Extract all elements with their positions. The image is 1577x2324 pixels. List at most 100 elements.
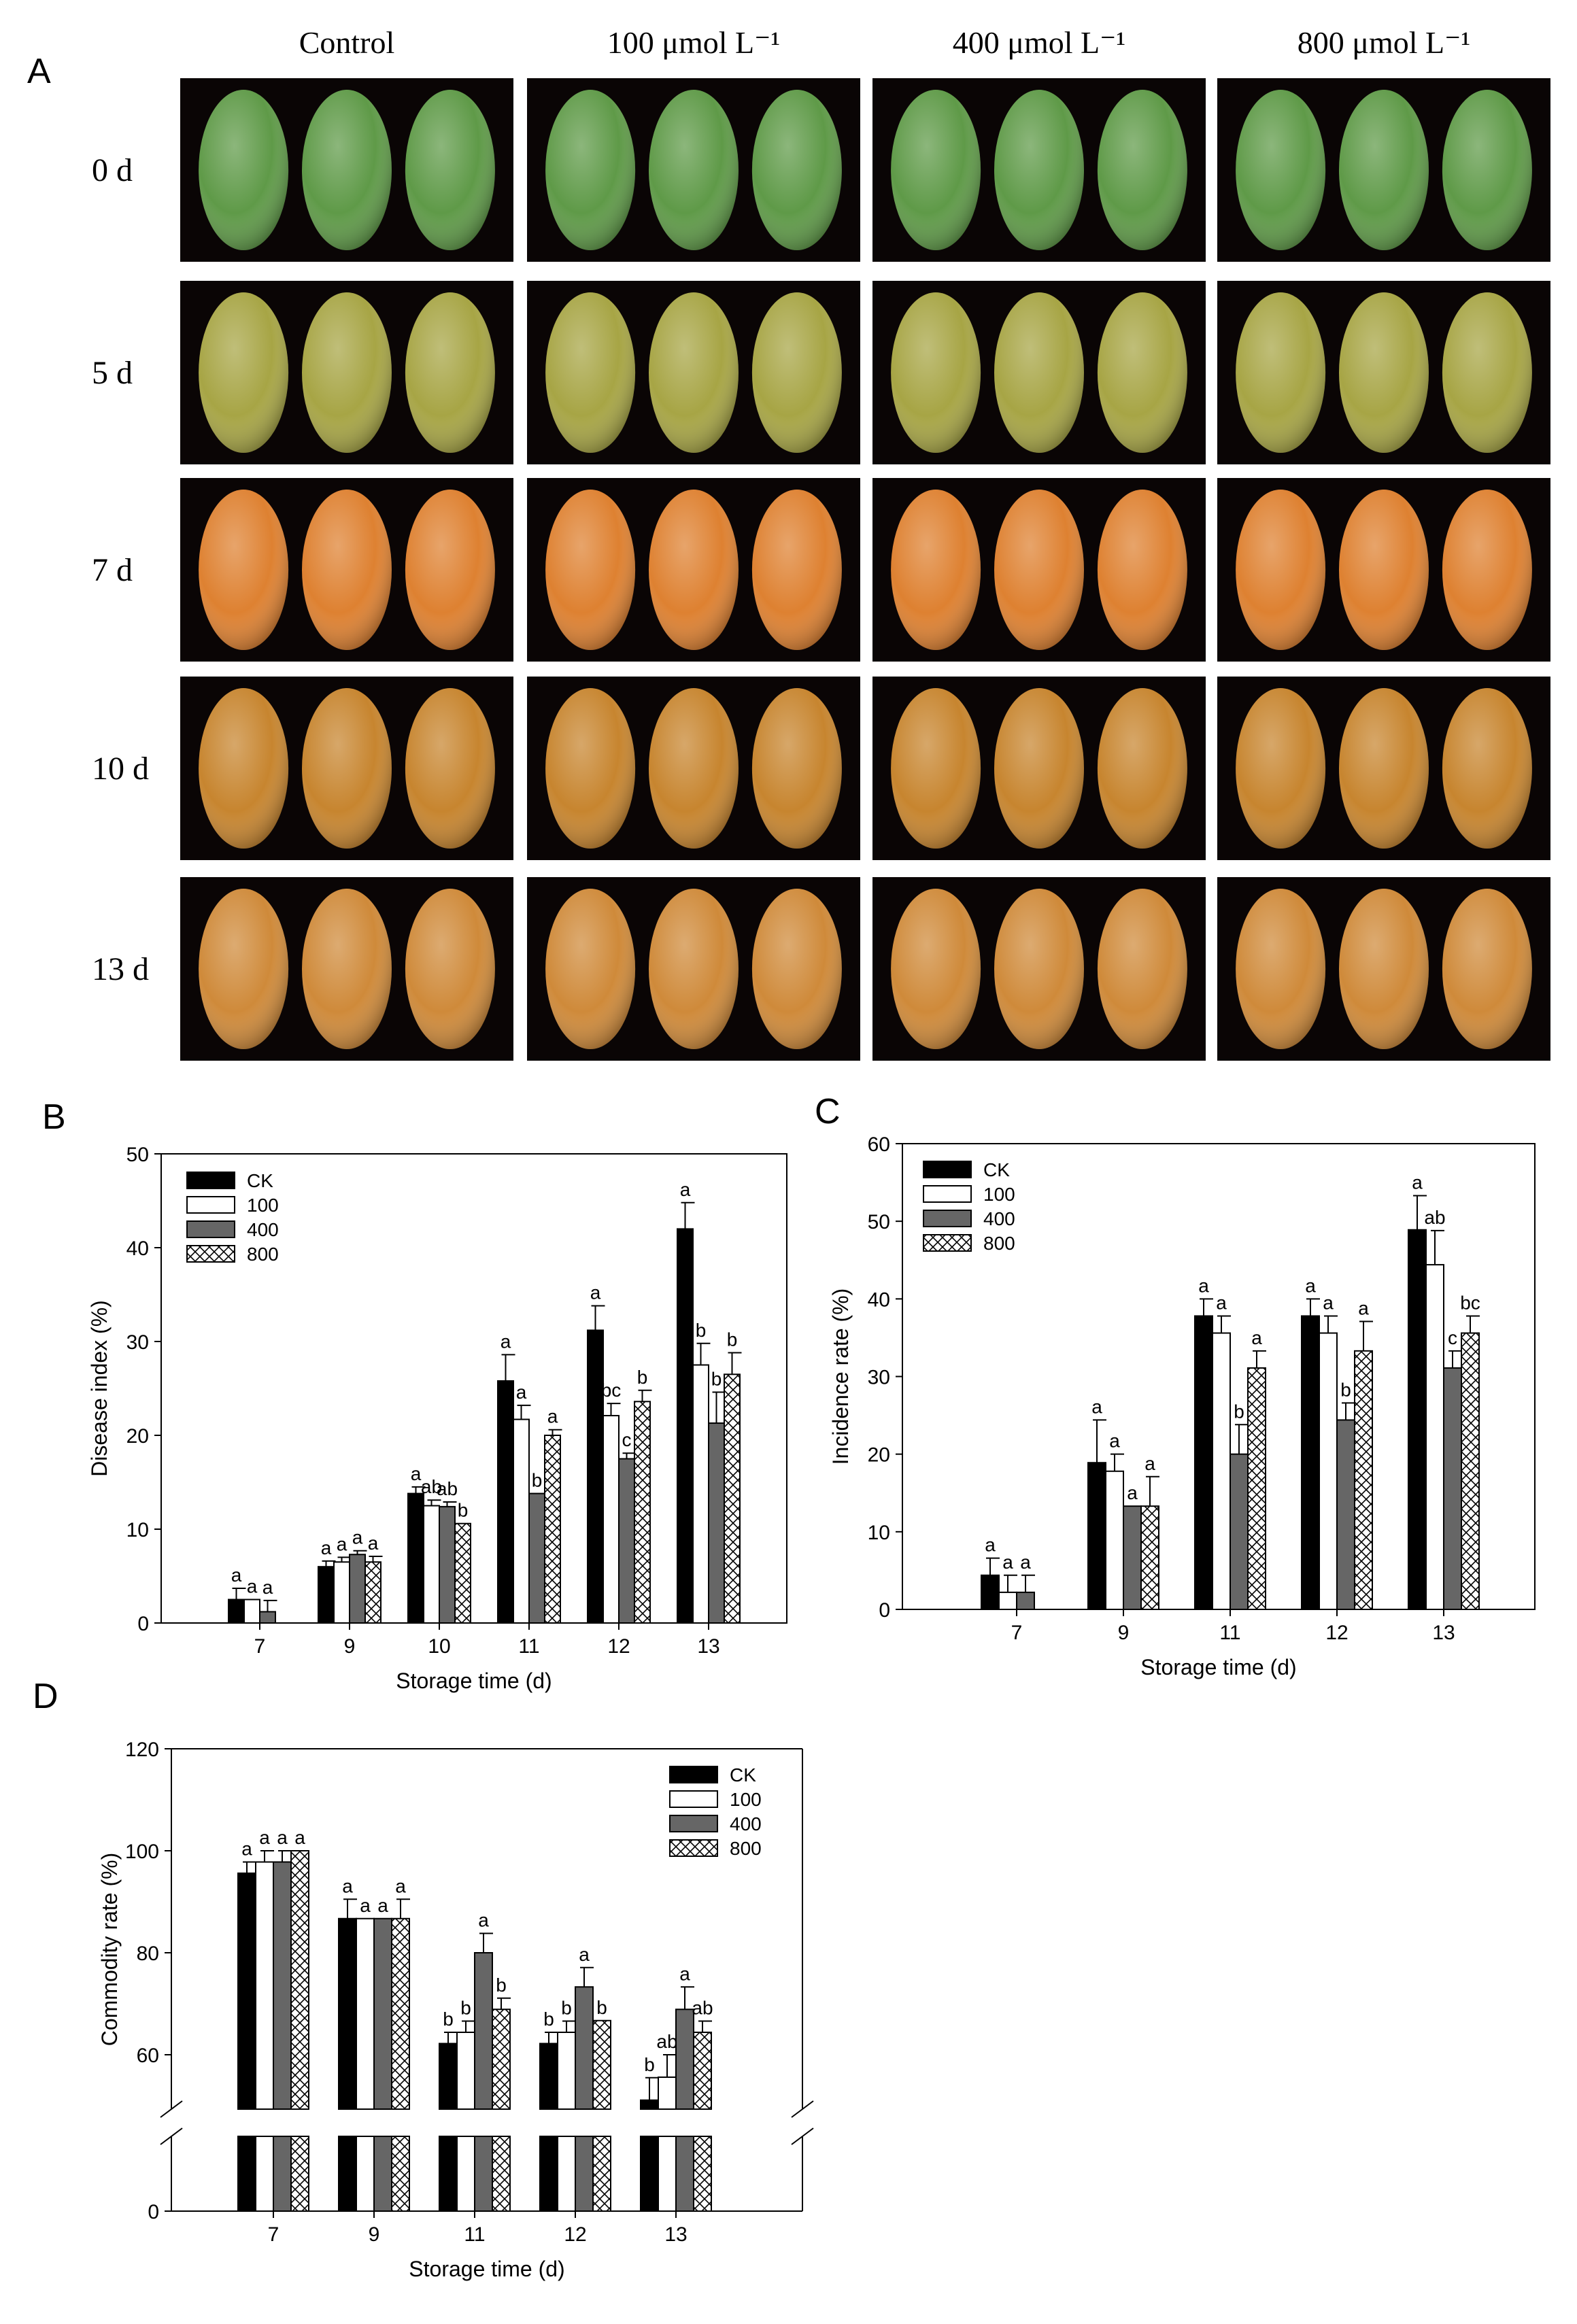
bar [456,2032,475,2110]
bar [603,1415,620,1624]
papaya-fruit-shading [199,688,289,849]
significance-label: b [711,1369,722,1390]
y-tick-label: 40 [868,1288,890,1311]
papaya-fruit-shading [1236,688,1326,849]
papaya-fruit-shading [891,688,981,849]
legend: CK 100 400 800 [669,1764,762,1859]
x-tick-label: 9 [344,1635,356,1658]
significance-label: a [342,1875,353,1896]
bar [349,1554,366,1624]
y-tick-label: 50 [126,1144,149,1166]
legend-swatch [923,1210,972,1227]
papaya-fruit-shading [649,688,739,849]
significance-label: c [622,1429,632,1450]
photo-cell [872,877,1206,1061]
papaya-fruit-shading [1097,90,1187,250]
x-tick-label: 11 [518,1635,539,1658]
y-tick-label: 40 [126,1237,149,1260]
significance-label: b [543,2009,554,2030]
papaya-fruit-shading [1236,889,1326,1049]
significance-label: a [337,1533,347,1554]
papaya-fruit-shading [302,889,392,1049]
significance-label: a [547,1406,558,1427]
significance-label: a [478,1910,489,1931]
y-axis-title: Incidence rate (%) [828,1288,853,1465]
row-label: 0 d [92,152,133,188]
bar [1425,1264,1444,1610]
bar [259,1611,276,1624]
bar [243,1599,260,1624]
x-tick-label: 7 [1011,1622,1023,1644]
significance-label: a [1127,1482,1138,1503]
legend-label: CK [247,1170,273,1191]
papaya-fruit-shading [891,889,981,1049]
x-tick-label: 7 [254,1635,266,1658]
significance-label: a [590,1282,601,1303]
column-header: 100 μmol L⁻¹ [607,25,780,60]
bar [423,1505,440,1624]
significance-label: b [1234,1401,1244,1422]
significance-label: a [259,1827,270,1848]
bar [708,1422,725,1624]
x-axis-title: Storage time (d) [396,1669,552,1693]
x-axis-title: Storage time (d) [409,2257,564,2281]
legend-label: 800 [730,1838,762,1859]
legend-swatch [669,1766,718,1783]
significance-label: b [532,1470,543,1491]
significance-label: b [496,1975,507,1996]
bar [333,1561,350,1624]
y-tick-label: 0 [879,1599,890,1622]
bar [640,2099,659,2110]
papaya-fruit-shading [649,90,739,250]
bar [228,1599,245,1624]
bar [1408,1229,1427,1610]
x-tick-label: 11 [464,2223,485,2246]
bar [1212,1332,1231,1610]
photo-cell [872,281,1206,464]
photo-cell [180,677,513,860]
bar-lower [237,2136,256,2212]
bar [675,2009,694,2110]
y-tick-label: 20 [868,1444,890,1467]
significance-label: b [460,1998,471,2019]
significance-label: a [1358,1297,1369,1318]
column-header: Control [299,25,395,60]
bar [1301,1315,1320,1610]
bar [658,2077,677,2110]
y-tick-label: 120 [125,1739,159,1761]
bar [391,1917,410,2110]
y-tick-label: 20 [126,1425,149,1448]
papaya-fruit-shading [751,292,842,453]
bar [998,1591,1017,1610]
bar [255,1861,274,2110]
legend-swatch [669,1790,718,1808]
bar [557,2032,576,2110]
papaya-fruit-shading [751,688,842,849]
x-tick-label: 13 [664,2223,687,2246]
papaya-fruit-shading [891,90,981,250]
x-tick-label: 10 [428,1635,450,1658]
significance-label: a [1216,1292,1227,1313]
significance-label: a [395,1875,406,1896]
bar-lower [693,2136,712,2212]
bar-lower [338,2136,357,2212]
papaya-fruit-shading [199,90,289,250]
x-tick-label: 12 [1325,1622,1348,1644]
bar-lower [640,2136,659,2212]
papaya-fruit-shading [199,889,289,1049]
papaya-fruit-shading [302,490,392,650]
bar-lower [439,2136,458,2212]
row-label: 7 d [92,552,133,588]
photo-cell [180,78,513,262]
significance-label: a [277,1827,288,1848]
significance-label: a [1305,1275,1316,1296]
panel-b-letter: B [42,1097,66,1137]
significance-label: a [1323,1292,1334,1313]
photo-cell [872,78,1206,262]
bar-lower [373,2136,392,2212]
y-tick-label: 80 [137,1943,159,1965]
significance-label: a [579,1944,590,1965]
significance-label: a [679,1963,690,1984]
bar [1016,1591,1035,1610]
legend-label: 400 [247,1219,279,1240]
